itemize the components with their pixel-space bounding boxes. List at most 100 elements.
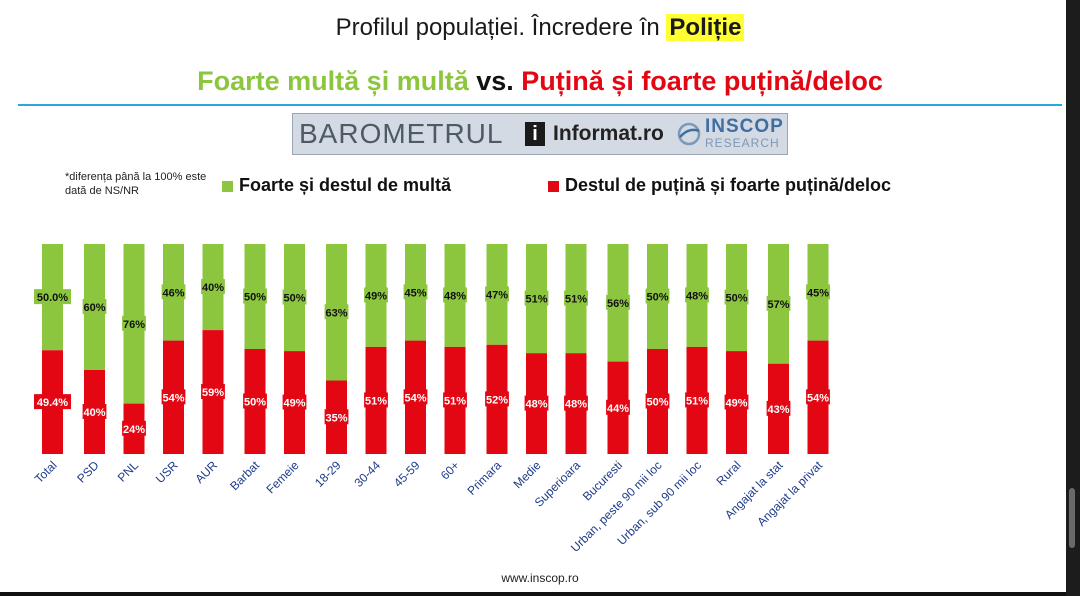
data-label-green-urban-sub-90-mii-loc: 48% [686, 290, 708, 302]
category-label-femeie: Femeie [263, 458, 301, 496]
data-label-green-rural-bg [724, 289, 749, 305]
legend-swatch-green [222, 181, 233, 192]
data-label-red-rural: 49% [725, 398, 747, 410]
data-label-red-primara-bg [485, 391, 509, 407]
title-divider [18, 104, 1062, 106]
data-label-green-pnl: 76% [123, 319, 145, 331]
data-label-green-total: 50.0% [37, 292, 68, 304]
data-label-green-60-bg [443, 287, 467, 303]
legend-label-red: Destul de puțină și foarte puțină/deloc [565, 175, 892, 195]
nsnr-note: *diferența până la 100% este dată de NS/… [65, 171, 207, 197]
inscop-logo: INSCOP [705, 116, 784, 137]
barometrul-logo: BAROMETRUL [299, 118, 504, 149]
data-label-red-barbat: 50% [244, 397, 266, 409]
logo-banner: BAROMETRUL i Informat.ro INSCOP RESEARCH [292, 113, 788, 155]
data-label-green-45-59: 45% [404, 287, 426, 299]
data-label-green-pnl-bg [122, 315, 146, 331]
data-label-red-18-29-bg [324, 409, 349, 425]
data-label-green-60: 48% [444, 290, 466, 302]
category-label-45-59: 45-59 [391, 458, 423, 490]
data-label-green-psd: 60% [83, 302, 105, 314]
data-label-red-urban-sub-90-mii-loc: 51% [686, 395, 708, 407]
data-label-red-60: 51% [444, 395, 466, 407]
category-label-psd: PSD [74, 458, 102, 486]
data-label-green-aur: 40% [202, 282, 224, 294]
window-edge [1066, 0, 1080, 596]
data-label-red-30-44-bg [364, 392, 388, 408]
data-label-red-pnl: 24% [123, 424, 145, 436]
data-label-green-angajat-la-stat-bg [766, 295, 791, 311]
inscop-swoosh-icon [677, 122, 701, 146]
title-highlight: Poliție [666, 14, 745, 41]
data-label-red-superioara: 48% [565, 399, 587, 411]
data-label-red-60-bg [443, 392, 467, 408]
data-label-red-rural-bg [724, 394, 749, 410]
data-label-green-angajat-la-privat: 45% [807, 287, 829, 299]
data-label-red-psd: 40% [83, 407, 105, 419]
data-label-green-45-59-bg [403, 284, 428, 300]
data-label-green-urban-peste-90-mii-loc-bg [645, 288, 670, 304]
data-label-green-medie-bg [524, 290, 549, 306]
category-label-barbat: Barbat [227, 458, 262, 493]
category-label-30-44: 30-44 [352, 458, 384, 490]
category-label-60: 60+ [438, 458, 462, 482]
data-label-green-18-29: 63% [325, 307, 347, 319]
subtitle-vs: vs. [476, 66, 514, 96]
chart-subtitle: Foarte multă și multă vs. Puțină și foar… [0, 66, 1080, 97]
data-label-red-psd-bg [82, 404, 107, 419]
data-label-red-total-bg [34, 394, 71, 410]
data-label-red-urban-sub-90-mii-loc-bg [685, 392, 709, 408]
data-label-red-urban-peste-90-mii-loc-bg [645, 393, 670, 409]
data-label-green-psd-bg [82, 299, 107, 314]
data-label-red-angajat-la-stat-bg [766, 400, 791, 416]
data-label-red-aur-bg [201, 384, 225, 400]
data-label-green-total-bg [34, 289, 71, 305]
data-label-red-barbat-bg [243, 393, 267, 409]
data-label-red-usr: 54% [162, 392, 184, 404]
data-label-red-medie: 48% [525, 399, 547, 411]
category-label-18-29: 18-29 [312, 458, 344, 490]
data-label-red-angajat-la-privat-bg [806, 389, 830, 405]
category-label-primara: Primara [465, 458, 505, 498]
category-label-total: Total [32, 458, 60, 486]
data-label-red-45-59: 54% [404, 392, 426, 404]
category-label-rural: Rural [713, 458, 743, 488]
data-label-green-angajat-la-privat-bg [806, 284, 830, 300]
category-label-aur: AUR [192, 458, 220, 486]
footer-url: www.inscop.ro [501, 571, 579, 585]
category-label-pnl: PNL [115, 458, 142, 485]
data-label-green-30-44: 49% [365, 290, 387, 302]
data-label-green-primara-bg [485, 286, 509, 302]
informat-i-icon: i [525, 122, 545, 146]
data-label-red-aur: 59% [202, 387, 224, 399]
data-label-green-urban-sub-90-mii-loc-bg [685, 287, 709, 303]
data-label-green-usr-bg [161, 284, 186, 300]
data-label-green-femeie-bg [282, 289, 307, 305]
data-label-green-rural: 50% [725, 293, 747, 305]
data-label-red-usr-bg [161, 389, 186, 405]
informat-logo: Informat.ro [553, 122, 664, 145]
data-label-red-medie-bg [524, 395, 549, 411]
data-label-green-angajat-la-stat: 57% [767, 299, 789, 311]
data-label-green-femeie: 50% [283, 293, 305, 305]
data-label-green-superioara: 51% [565, 294, 587, 306]
data-label-green-urban-peste-90-mii-loc: 50% [646, 292, 668, 304]
data-label-red-angajat-la-stat: 43% [767, 404, 789, 416]
subtitle-left: Foarte multă și multă [197, 66, 469, 96]
data-label-green-barbat-bg [243, 288, 267, 304]
data-label-green-18-29-bg [324, 304, 349, 320]
data-label-red-bucuresti-bg [606, 399, 630, 415]
legend-swatch-red [548, 181, 559, 192]
category-label-usr: USR [153, 458, 181, 486]
data-label-red-total: 49.4% [37, 397, 68, 409]
legend-label-green: Foarte și destul de multă [239, 175, 452, 195]
inscop-research-logo: RESEARCH [705, 136, 780, 150]
scrollbar-thumb[interactable] [1069, 488, 1075, 548]
data-label-red-femeie: 49% [283, 398, 305, 410]
data-label-red-urban-peste-90-mii-loc: 50% [646, 397, 668, 409]
data-label-green-30-44-bg [364, 287, 388, 303]
data-label-green-bucuresti-bg [606, 294, 630, 310]
subtitle-right: Puțină și foarte puțină/deloc [521, 66, 883, 96]
data-label-green-aur-bg [201, 279, 225, 295]
